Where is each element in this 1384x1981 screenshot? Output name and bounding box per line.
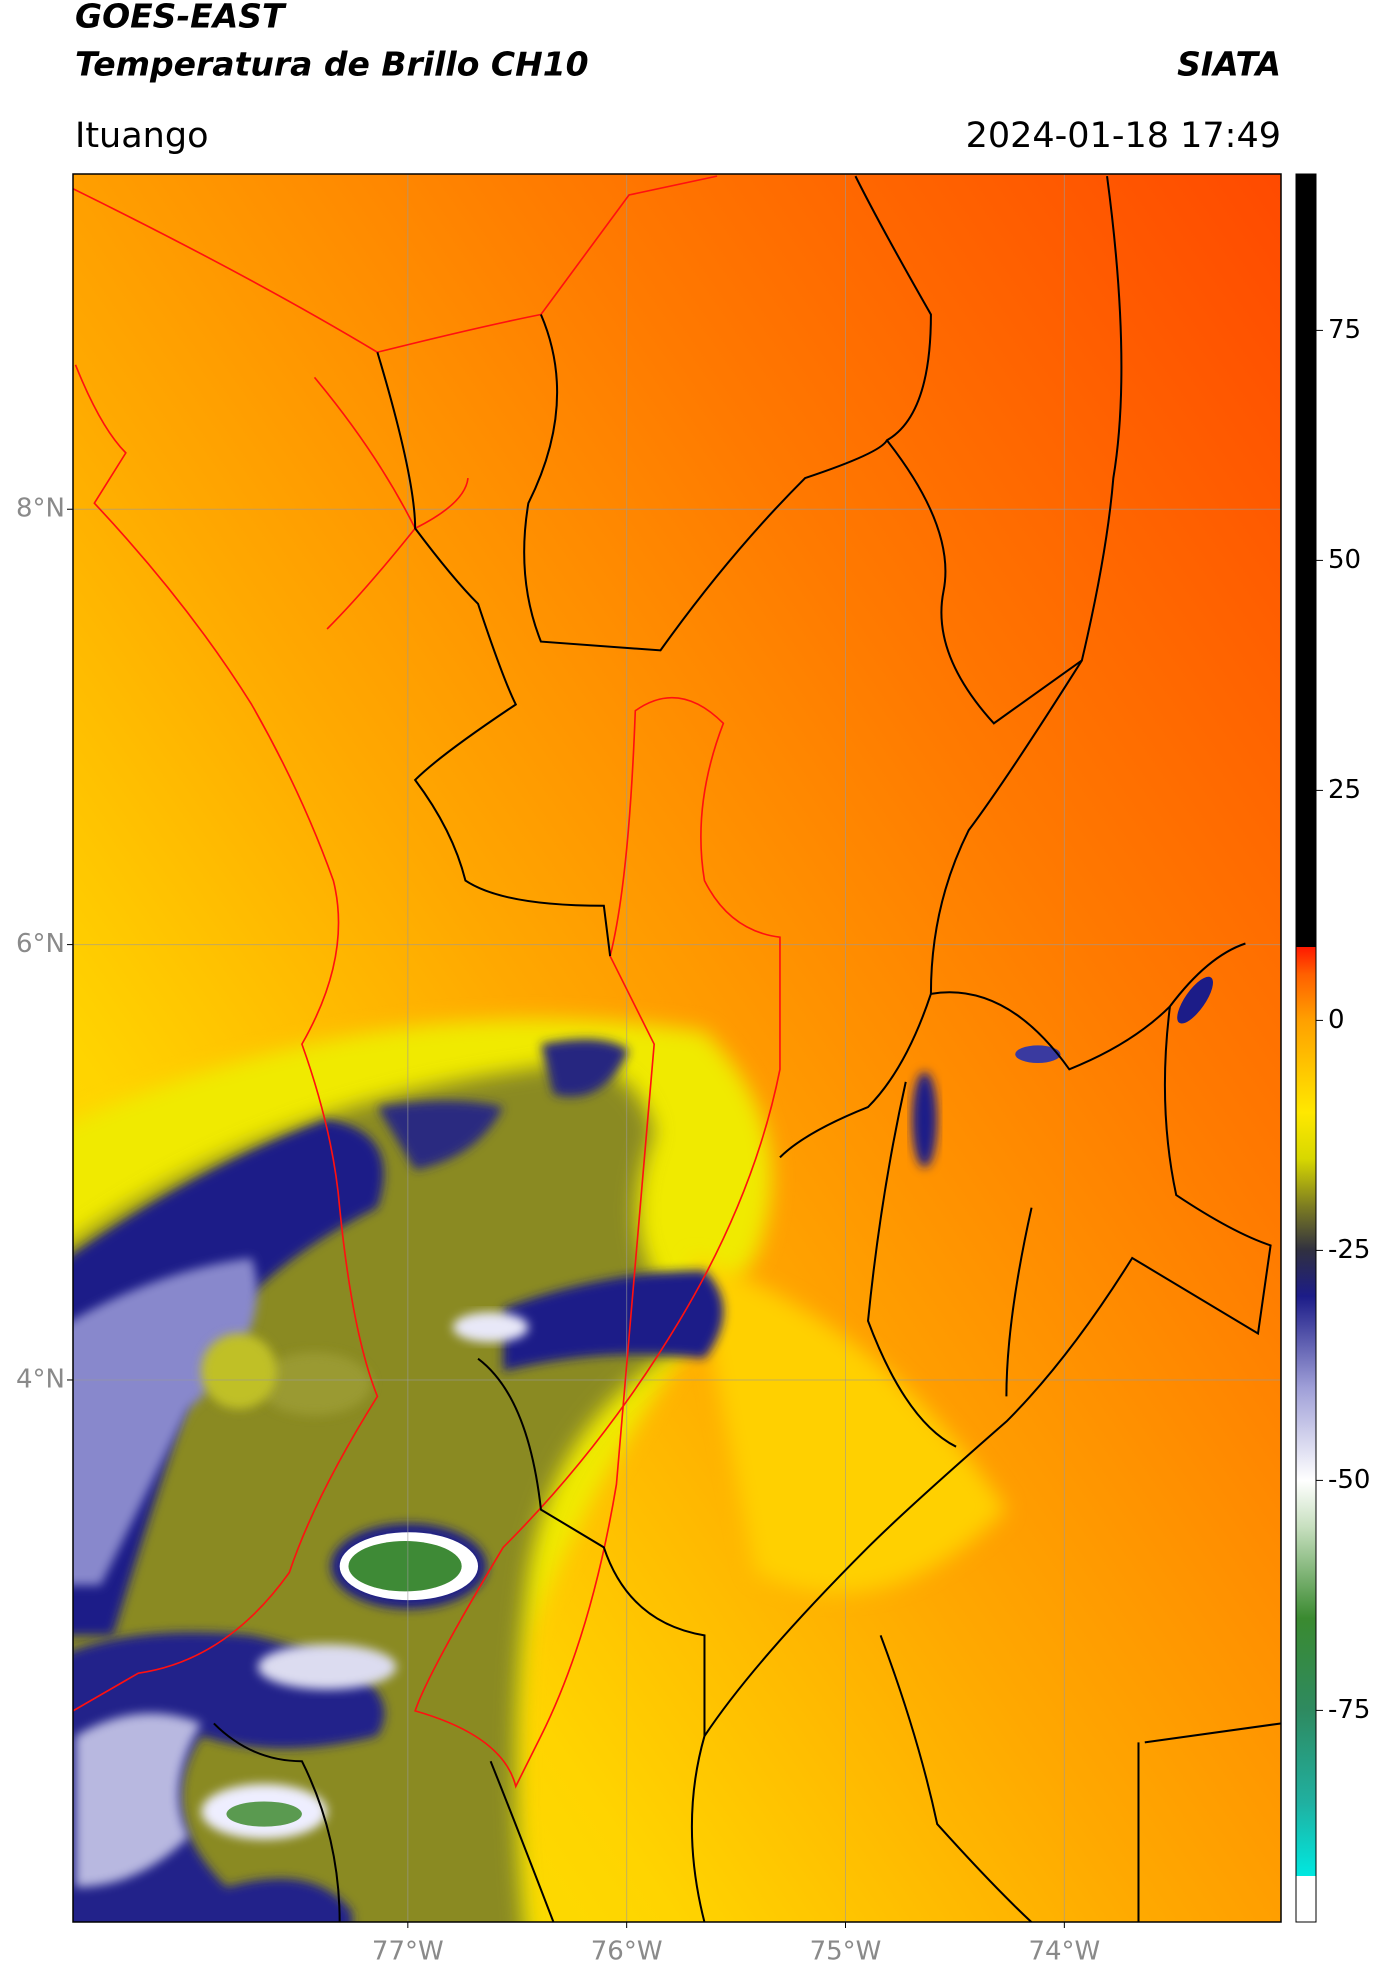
colorbar-tick-label: -25 bbox=[1328, 1235, 1370, 1265]
subtitle: Temperatura de Brillo CH10 bbox=[75, 45, 589, 84]
colorbar: -75 -50 -25 0 25 50 75 bbox=[1295, 173, 1370, 1923]
location: Ituango bbox=[75, 116, 209, 156]
x-tick-label: 74°W bbox=[1028, 1937, 1100, 1967]
x-tick-label: 75°W bbox=[810, 1937, 882, 1967]
colorbar-tick-label: 25 bbox=[1328, 775, 1361, 805]
y-tick-label: 6°N bbox=[16, 929, 65, 959]
source: SIATA bbox=[1177, 45, 1281, 84]
colorbar-tick-label: 50 bbox=[1328, 545, 1361, 575]
colorbar-tick-label: -75 bbox=[1328, 1695, 1370, 1725]
x-tick-label: 77°W bbox=[372, 1937, 444, 1967]
y-tick-label: 4°N bbox=[16, 1364, 65, 1394]
colorbar-tick-label: 75 bbox=[1328, 315, 1361, 345]
map-frame bbox=[72, 173, 1282, 1923]
map bbox=[73, 174, 1281, 1922]
colorbar-scale bbox=[1295, 173, 1317, 1923]
colorbar-tick-label: 0 bbox=[1328, 1005, 1345, 1035]
borders bbox=[73, 175, 1281, 1922]
x-tick-label: 76°W bbox=[591, 1937, 663, 1967]
colorbar-tick-label: -50 bbox=[1328, 1465, 1370, 1495]
title: GOES-EAST bbox=[75, 0, 287, 36]
cloud-field bbox=[73, 976, 1213, 1922]
y-tick-label: 8°N bbox=[16, 494, 65, 524]
datetime: 2024-01-18 17:49 bbox=[966, 116, 1281, 156]
grid bbox=[73, 174, 1281, 1922]
